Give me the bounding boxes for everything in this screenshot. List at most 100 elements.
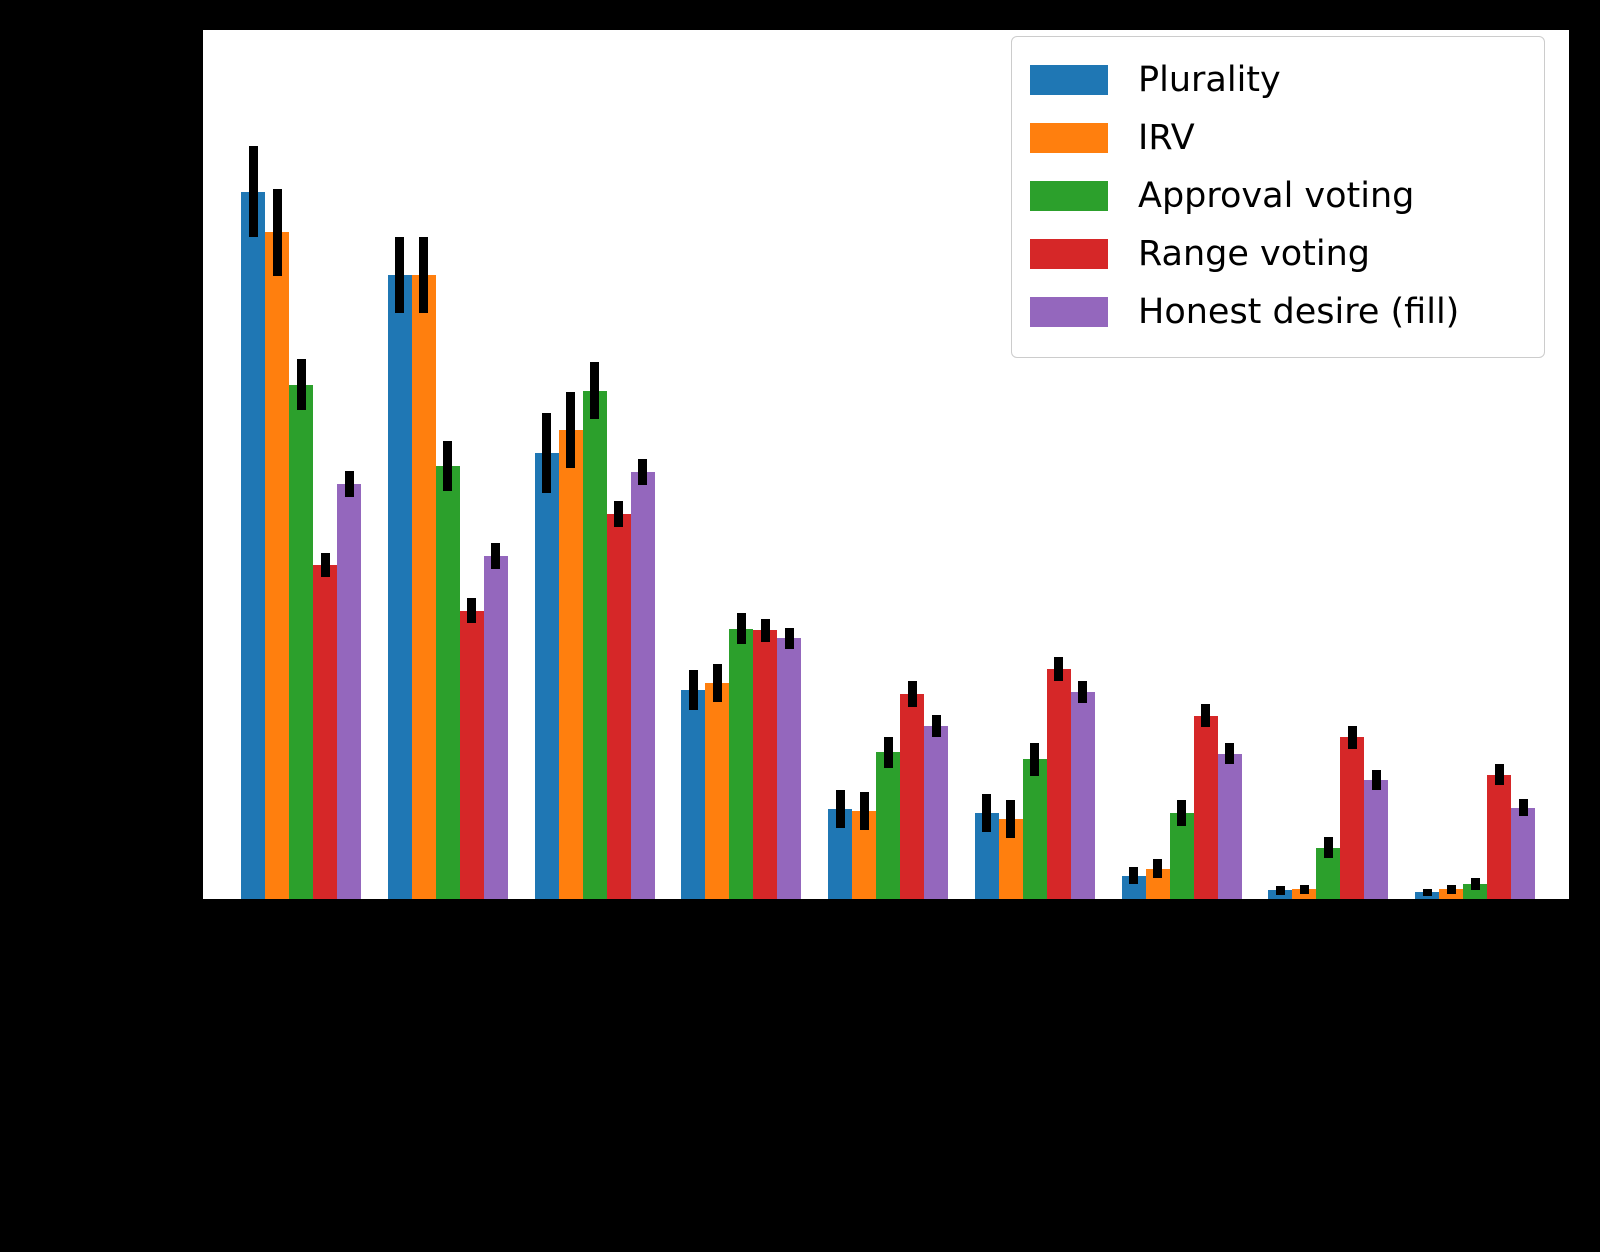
legend-item[interactable]: Plurality <box>1030 51 1526 109</box>
legend-swatch-plurality <box>1030 65 1108 95</box>
error-bar <box>1470 878 1480 891</box>
error-bar <box>467 598 477 623</box>
legend: Plurality IRV Approval voting Range voti… <box>1011 36 1545 358</box>
bar <box>337 483 361 899</box>
legend-label-range-voting: Range voting <box>1138 233 1371 274</box>
error-bar <box>931 714 941 738</box>
bar <box>1046 668 1071 899</box>
bar <box>876 752 900 899</box>
bar <box>289 384 313 899</box>
legend-swatch-approval-voting <box>1030 181 1108 211</box>
bar <box>313 565 337 899</box>
bar <box>924 726 948 899</box>
bar <box>1364 779 1389 899</box>
error-bar <box>883 736 893 768</box>
legend-label-honest-desire: Honest desire (fill) <box>1138 291 1460 332</box>
error-bar <box>1446 885 1456 894</box>
error-bar <box>1129 866 1138 885</box>
error-bar <box>1153 859 1162 879</box>
bar <box>630 472 655 899</box>
bar <box>265 232 289 899</box>
bar <box>1169 812 1194 899</box>
bar <box>1268 890 1293 899</box>
error-bar <box>590 361 599 420</box>
error-bar <box>1347 726 1357 749</box>
bar <box>483 555 508 899</box>
bar <box>729 628 754 899</box>
bar <box>777 638 802 899</box>
error-bar <box>1225 743 1234 765</box>
bar-group-container <box>203 30 1569 899</box>
bar <box>1193 715 1218 899</box>
error-bar <box>248 146 258 237</box>
bar <box>705 682 730 899</box>
bar <box>558 429 583 899</box>
error-bar <box>736 613 746 645</box>
legend-label-approval-voting: Approval voting <box>1138 175 1415 216</box>
error-bar <box>859 792 869 831</box>
legend-label-irv: IRV <box>1138 117 1195 158</box>
legend-item[interactable]: IRV <box>1030 109 1526 167</box>
bar <box>411 275 436 899</box>
error-bar <box>542 413 551 494</box>
bar <box>1022 759 1047 899</box>
error-bar <box>982 793 992 833</box>
legend-label-plurality: Plurality <box>1138 59 1281 100</box>
error-bar <box>320 553 330 578</box>
bar <box>387 275 412 899</box>
error-bar <box>1494 764 1504 786</box>
error-bar <box>614 501 623 528</box>
bar <box>1292 889 1317 899</box>
error-bar <box>395 236 405 314</box>
error-bar <box>1030 742 1040 776</box>
error-bar <box>1371 770 1381 790</box>
error-bar <box>1078 680 1088 704</box>
bar <box>435 466 460 899</box>
error-bar <box>1054 656 1064 681</box>
legend-swatch-honest-desire <box>1030 297 1108 327</box>
bar <box>606 514 631 899</box>
error-bar <box>1275 885 1285 895</box>
bar <box>1511 807 1535 899</box>
bar <box>1439 889 1463 899</box>
bar <box>1415 892 1439 899</box>
legend-item[interactable]: Range voting <box>1030 225 1526 283</box>
bar <box>681 690 706 899</box>
error-bar <box>272 189 282 276</box>
error-bar <box>1299 885 1309 894</box>
error-bar <box>1323 837 1333 859</box>
error-bar <box>712 663 722 702</box>
error-bar <box>1201 704 1210 727</box>
error-bar <box>443 441 453 492</box>
error-bar <box>907 680 917 707</box>
legend-swatch-irv <box>1030 123 1108 153</box>
error-bar <box>344 470 354 497</box>
bar <box>241 191 265 899</box>
legend-swatch-range-voting <box>1030 239 1108 269</box>
error-bar <box>419 236 429 314</box>
bar <box>582 390 607 899</box>
error-bar <box>1422 888 1432 896</box>
legend-item[interactable]: Approval voting <box>1030 167 1526 225</box>
error-bar <box>1177 799 1186 827</box>
bar <box>1463 884 1487 899</box>
bar <box>1340 737 1365 899</box>
bar <box>1487 774 1511 899</box>
error-bar <box>566 391 575 468</box>
error-bar <box>638 459 647 486</box>
error-bar <box>296 359 306 410</box>
error-bar <box>1006 799 1016 839</box>
error-bar <box>688 670 698 711</box>
bar <box>1121 875 1146 899</box>
bar <box>900 693 924 899</box>
bar <box>534 453 559 899</box>
bar <box>1217 753 1242 899</box>
bar <box>753 630 778 899</box>
bar <box>459 610 484 899</box>
legend-item[interactable]: Honest desire (fill) <box>1030 283 1526 341</box>
error-bar <box>784 627 794 649</box>
error-bar <box>835 789 845 828</box>
error-bar <box>491 542 501 569</box>
error-bar <box>760 619 770 642</box>
